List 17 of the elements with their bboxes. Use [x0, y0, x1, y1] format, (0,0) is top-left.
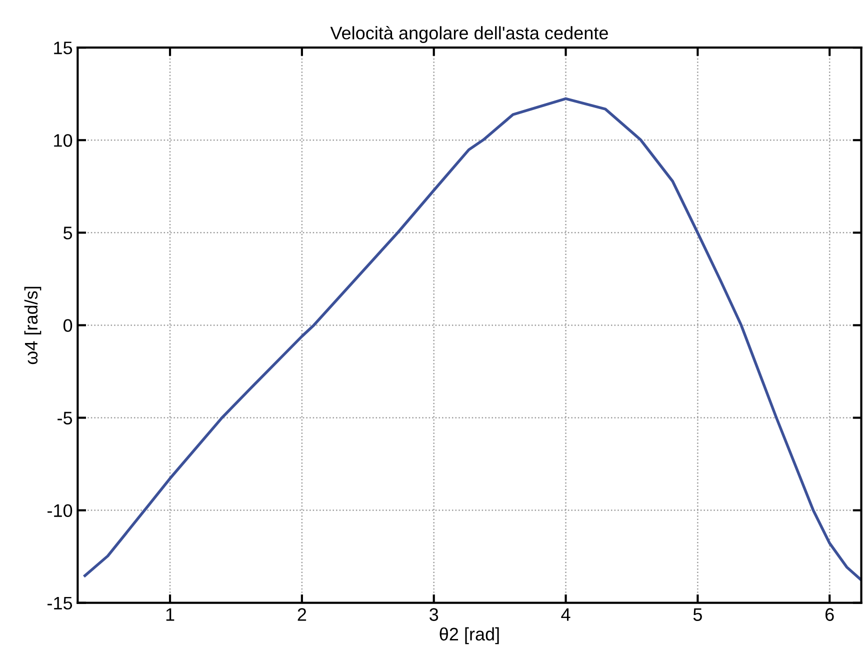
x-axis-title: θ2 [rad]	[440, 627, 499, 644]
x-tick-label: 6	[826, 608, 834, 621]
y-tick-label: 15	[54, 42, 72, 54]
x-tick-label: 3	[430, 608, 438, 621]
y-tick-label: 5	[63, 226, 72, 240]
x-tick-label: 2	[298, 608, 306, 621]
x-tick-label: 4	[561, 608, 570, 621]
y-tick-label: 10	[54, 134, 72, 147]
x-tick-label: 5	[693, 608, 702, 621]
y-tick-label: -15	[48, 596, 72, 610]
x-tick-label: 1	[166, 608, 174, 621]
chart-title: Velocità angolare dell'asta cedente	[330, 26, 608, 44]
line-series	[84, 97, 862, 582]
y-axis-title: ω4 [rad/s]	[24, 286, 42, 364]
y-tick-label: -10	[48, 504, 72, 518]
y-tick-label: 0	[63, 319, 72, 332]
y-tick-label: -5	[58, 412, 72, 424]
